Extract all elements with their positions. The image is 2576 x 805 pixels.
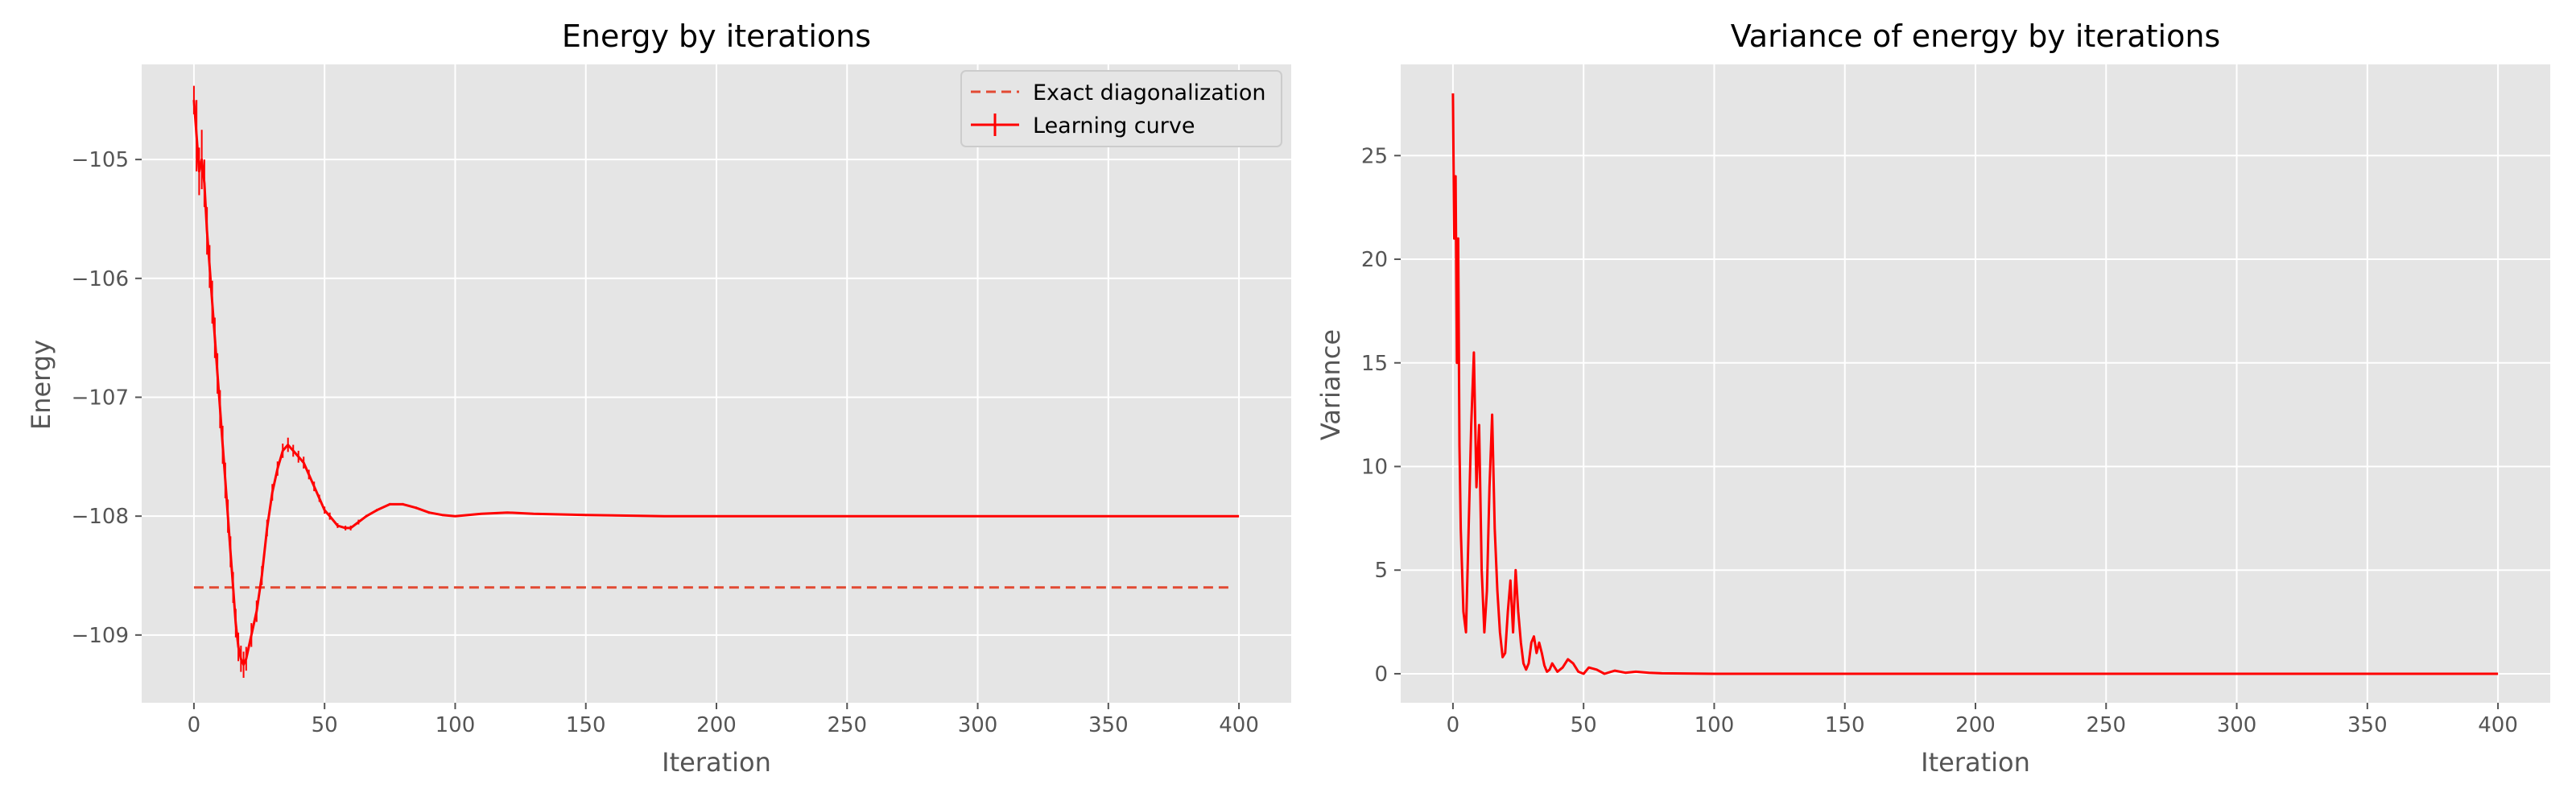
energy-y-tick-labels: −109 −108 −107 −106 −105: [72, 148, 142, 648]
energy-y-tick-label: −107: [72, 386, 129, 410]
learning-curve-line: [192, 100, 1240, 667]
energy-x-tick-label: 250: [827, 713, 867, 737]
variance-line: [1451, 93, 2499, 675]
variance-y-tick-label: 5: [1374, 559, 1388, 583]
legend-exact-diagonalization-label: Exact diagonalization: [1033, 80, 1266, 105]
energy-x-tick-label: 400: [1219, 713, 1259, 737]
variance-chart: 0 50 100 150 200 250 300 350 400 0 5 10 15 20 25 Vari…: [1315, 19, 2550, 778]
variance-x-tick-label: 200: [1955, 713, 1996, 737]
legend-learning-curve-label: Learning curve: [1033, 114, 1195, 138]
variance-x-tick-labels: 0 50 100 150 200 250 300 350 400: [1447, 703, 2518, 737]
variance-x-tick-label: 50: [1571, 713, 1597, 737]
variance-y-tick-label: 15: [1361, 352, 1388, 376]
variance-x-tick-label: 400: [2478, 713, 2518, 737]
energy-x-axis-label: Iteration: [662, 747, 771, 778]
energy-x-tick-label: 100: [436, 713, 476, 737]
energy-x-tick-label: 0: [188, 713, 201, 737]
variance-x-tick-label: 150: [1825, 713, 1865, 737]
variance-x-tick-label: 300: [2217, 713, 2257, 737]
energy-x-tick-labels: 0 50 100 150 200 250 300 350 400: [188, 703, 1259, 737]
energy-chart: 0 50 100 150 200 250 300 350 400 −109−108−107−10…: [26, 19, 1291, 778]
variance-series-line: [1451, 93, 2499, 675]
energy-y-axis-label: Energy: [26, 340, 56, 430]
energy-y-tick-label: −106: [72, 267, 129, 291]
variance-y-axis-label: Variance: [1315, 329, 1346, 440]
energy-chart-title: Energy by iterations: [562, 19, 871, 54]
variance-x-axis-label: Iteration: [1921, 747, 2030, 778]
variance-x-tick-label: 250: [2086, 713, 2126, 737]
energy-y-tick-label: −109: [72, 624, 129, 648]
energy-x-tick-label: 150: [566, 713, 606, 737]
energy-x-tick-label: 200: [696, 713, 737, 737]
energy-y-tick-label: −108: [72, 505, 129, 529]
legend-box: [960, 70, 1282, 147]
variance-y-tick-label: 25: [1361, 144, 1388, 168]
energy-x-tick-label: 50: [312, 713, 338, 737]
variance-y-tick-label: 0: [1374, 663, 1388, 687]
variance-x-tick-label: 350: [2347, 713, 2388, 737]
energy-legend: Exact diagonalization Learning curve: [960, 70, 1282, 147]
variance-y-tick-label: 10: [1361, 455, 1388, 479]
variance-y-tick-label: 20: [1361, 248, 1388, 272]
energy-x-tick-label: 350: [1088, 713, 1129, 737]
variance-chart-title: Variance of energy by iterations: [1731, 19, 2220, 54]
variance-x-tick-label: 100: [1695, 713, 1735, 737]
variance-x-tick-label: 0: [1447, 713, 1460, 737]
variance-y-tick-labels: 0 5 10 15 20 25: [1361, 144, 1401, 687]
energy-series-line: [192, 100, 1240, 667]
energy-y-tick-label: −105: [72, 148, 129, 172]
energy-x-tick-label: 300: [958, 713, 998, 737]
